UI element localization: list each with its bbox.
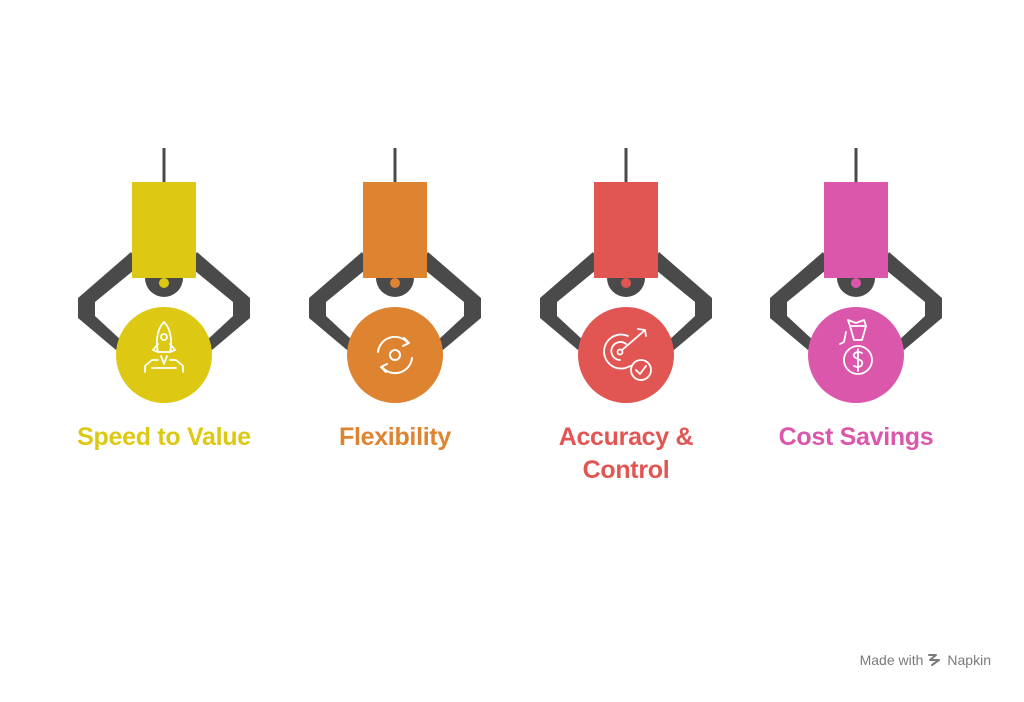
napkin-logo-icon <box>928 654 941 666</box>
item-label-speed-to-value: Speed to Value <box>77 423 251 451</box>
claw-1-ball <box>116 307 212 403</box>
claw-3-block <box>594 182 658 278</box>
item-label-cost-savings: Cost Savings <box>778 423 934 451</box>
claw-4-block <box>824 182 888 278</box>
claw-2-right-arm <box>420 252 481 350</box>
money-bag-icon <box>839 319 873 375</box>
target-check-icon <box>603 328 652 381</box>
claw-3-left-arm <box>540 252 601 350</box>
claw-3-ball <box>578 307 674 403</box>
claw-1-right-arm <box>189 252 250 350</box>
brand-name: Napkin <box>947 652 991 668</box>
claw-1-light <box>159 278 169 288</box>
watermark: Made with Napkin <box>860 652 991 668</box>
rocket-launch-icon <box>144 321 184 373</box>
cycle-arrows-icon <box>377 335 413 375</box>
claw-1-block <box>132 182 196 278</box>
claw-2-left-arm <box>309 252 370 350</box>
claw-4-light <box>851 278 861 288</box>
claw-1-left-arm <box>78 252 139 350</box>
claw-3-right-arm <box>651 252 712 350</box>
claw-2-ball <box>347 307 443 403</box>
item-label-accuracy-control: Accuracy & Control <box>558 423 694 484</box>
claw-4-left-arm <box>770 252 831 350</box>
claw-2-light <box>390 278 400 288</box>
claw-4-right-arm <box>881 252 942 350</box>
item-label-flexibility: Flexibility <box>338 423 451 451</box>
claw-3-light <box>621 278 631 288</box>
made-with-text: Made with <box>859 652 924 668</box>
claw-4-ball <box>808 307 904 403</box>
claw-2-block <box>363 182 427 278</box>
